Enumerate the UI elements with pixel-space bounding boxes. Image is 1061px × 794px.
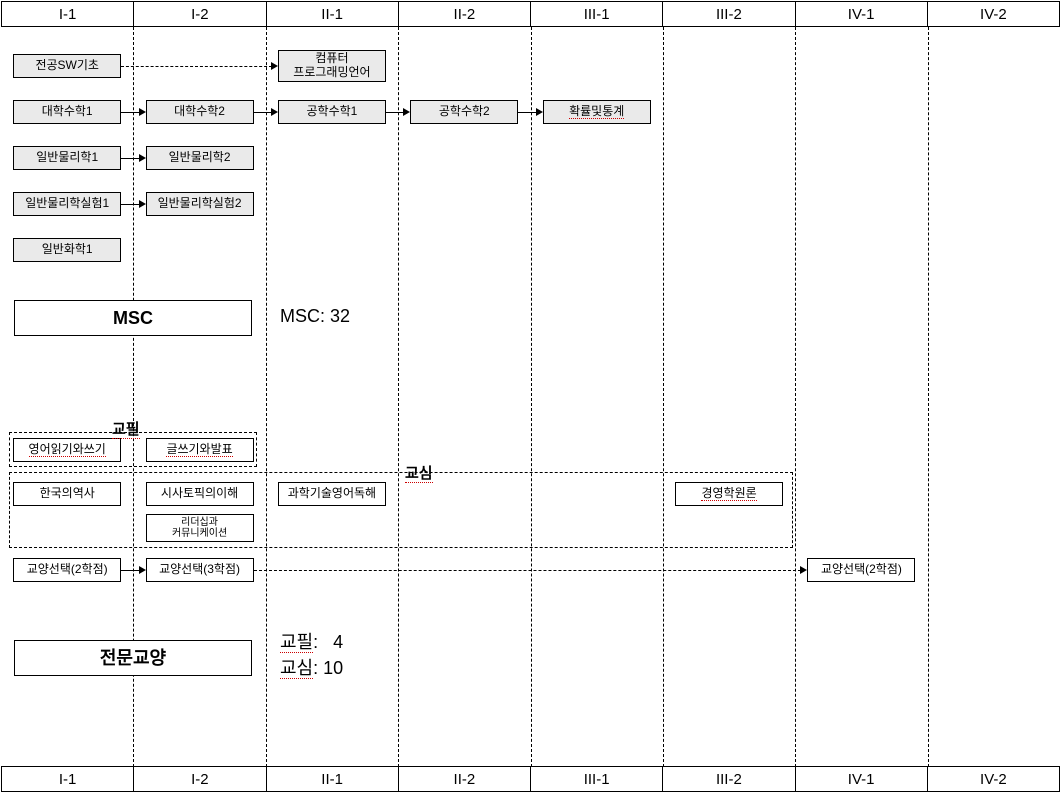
- course-label: 일반물리학1: [36, 151, 98, 165]
- arrowhead-icon: [403, 108, 410, 116]
- box-elec1: 교양선택(2학점): [13, 558, 121, 582]
- arrowhead-icon: [536, 108, 543, 116]
- arrowhead-icon: [139, 108, 146, 116]
- reg-gyopil: [9, 432, 257, 467]
- semester-header-cell: I-2: [134, 2, 266, 26]
- arrowhead-icon: [139, 154, 146, 162]
- course-label: 일반물리학실험1: [25, 197, 109, 211]
- reg-gyosim: [9, 472, 793, 548]
- semester-header-cell: I-1: [2, 2, 134, 26]
- course-label: 전공SW기초: [35, 59, 99, 73]
- arrow-line: [121, 158, 139, 159]
- arrowhead-icon: [139, 566, 146, 574]
- box-elec2: 교양선택(3학점): [146, 558, 254, 582]
- arrow-line: [254, 570, 802, 571]
- box-phy2: 일반물리학2: [146, 146, 254, 170]
- arrow-line: [121, 112, 139, 113]
- box-proglang: 컴퓨터 프로그래밍언어: [278, 50, 386, 82]
- semester-header-cell: IV-1: [796, 767, 928, 791]
- column-separator: [398, 27, 399, 767]
- arrow-line: [386, 112, 404, 113]
- arrowhead-icon: [271, 62, 278, 70]
- box-emath1: 공학수학1: [278, 100, 386, 124]
- arrowhead-icon: [800, 566, 807, 574]
- semester-header-cell: IV-2: [928, 767, 1059, 791]
- semester-header-cell: IV-2: [928, 2, 1059, 26]
- semester-header-cell: III-1: [531, 767, 663, 791]
- arrow-line: [121, 204, 139, 205]
- arrow-line: [121, 570, 139, 571]
- semester-header-cell: I-2: [134, 767, 266, 791]
- box-phy1: 일반물리학1: [13, 146, 121, 170]
- course-label: 확률및통계: [569, 105, 624, 120]
- course-label: 교양선택(2학점): [821, 563, 902, 577]
- semester-header-cell: III-2: [663, 2, 795, 26]
- semester-header-cell: III-1: [531, 2, 663, 26]
- arrow-line: [518, 112, 536, 113]
- semester-header-cell: II-1: [267, 767, 399, 791]
- box-phylab1: 일반물리학실험1: [13, 192, 121, 216]
- course-label: 공학수학2: [439, 105, 490, 119]
- box-chem1: 일반화학1: [13, 238, 121, 262]
- course-label: 일반물리학2: [169, 151, 231, 165]
- semester-header-cell: IV-1: [796, 2, 928, 26]
- txt-gyosim: 교심: 10: [280, 654, 343, 680]
- column-separator: [531, 27, 532, 767]
- column-separator: [663, 27, 664, 767]
- semester-header-cell: II-2: [399, 767, 531, 791]
- arrow-line: [121, 66, 272, 67]
- semester-header-cell: II-1: [267, 2, 399, 26]
- semester-header-cell: II-2: [399, 2, 531, 26]
- box-emath2: 공학수학2: [410, 100, 518, 124]
- column-separator: [928, 27, 929, 767]
- course-label: 공학수학1: [307, 105, 358, 119]
- course-label: 교양선택(2학점): [27, 563, 108, 577]
- column-separator: [795, 27, 796, 767]
- course-label: 대학수학1: [42, 105, 93, 119]
- column-separator: [266, 27, 267, 767]
- course-label: 대학수학2: [174, 105, 225, 119]
- big-msc: MSC: [14, 300, 252, 336]
- curriculum-diagram: I-1I-2II-1II-2III-1III-2IV-1IV-2 I-1I-2I…: [0, 0, 1061, 794]
- box-phylab2: 일반물리학실험2: [146, 192, 254, 216]
- semester-header-row: I-1I-2II-1II-2III-1III-2IV-1IV-2: [1, 1, 1060, 27]
- course-label: 컴퓨터 프로그래밍언어: [293, 52, 370, 80]
- arrowhead-icon: [271, 108, 278, 116]
- box-math1: 대학수학1: [13, 100, 121, 124]
- course-label: 교양선택(3학점): [159, 563, 240, 577]
- box-elec3: 교양선택(2학점): [807, 558, 915, 582]
- arrowhead-icon: [139, 200, 146, 208]
- box-prob: 확률및통계: [543, 100, 651, 124]
- big-prof: 전문교양: [14, 640, 252, 676]
- box-sw: 전공SW기초: [13, 54, 121, 78]
- semester-header-cell: III-2: [663, 767, 795, 791]
- txt-msc32: MSC: 32: [280, 306, 350, 327]
- box-math2: 대학수학2: [146, 100, 254, 124]
- course-label: 일반물리학실험2: [158, 197, 242, 211]
- semester-footer-row: I-1I-2II-1II-2III-1III-2IV-1IV-2: [1, 766, 1060, 792]
- semester-header-cell: I-1: [2, 767, 134, 791]
- course-label: 일반화학1: [42, 243, 93, 257]
- txt-gyopil: 교필: 4: [280, 628, 343, 654]
- arrow-line: [254, 112, 272, 113]
